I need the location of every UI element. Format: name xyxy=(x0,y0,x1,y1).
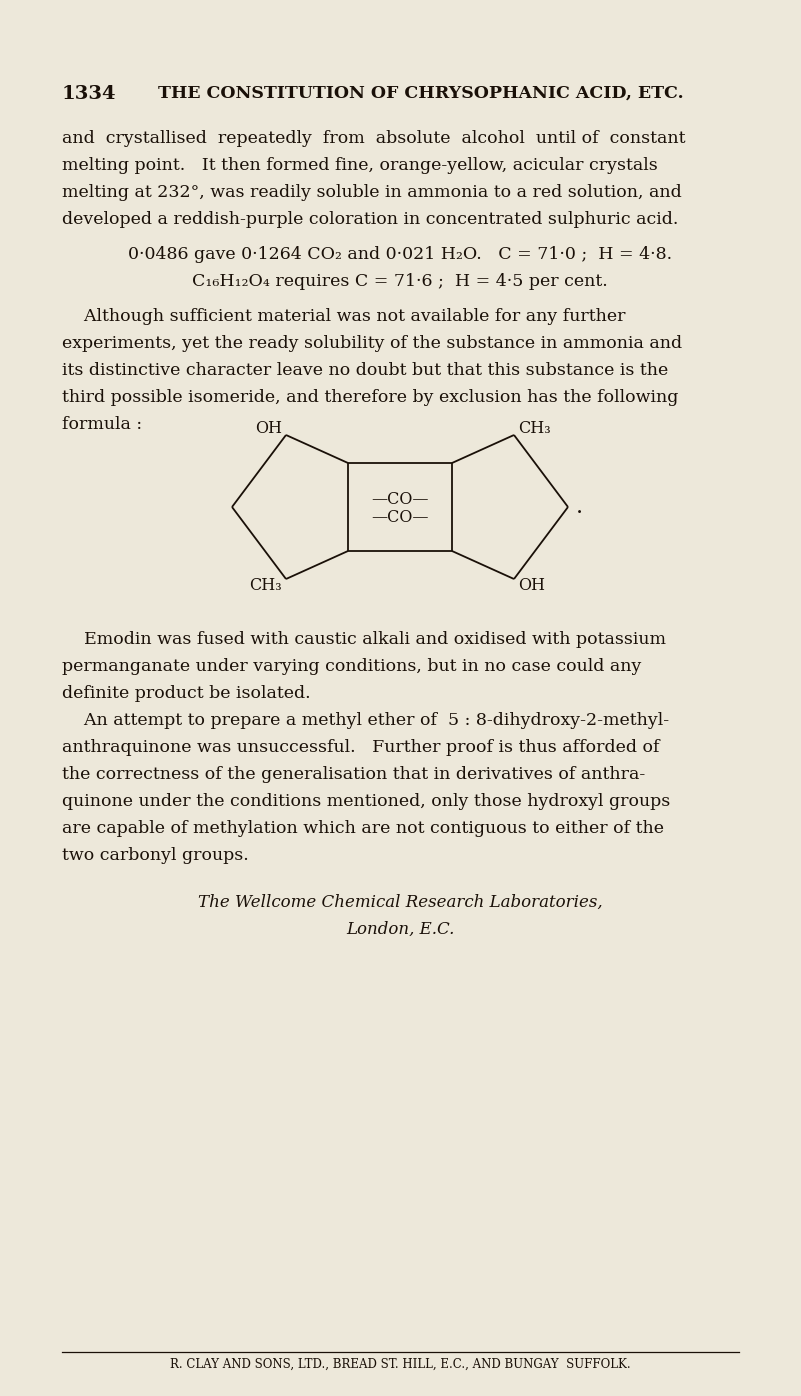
Text: anthraquinone was unsuccessful.   Further proof is thus afforded of: anthraquinone was unsuccessful. Further … xyxy=(62,738,659,757)
Text: .: . xyxy=(576,496,583,518)
Text: THE CONSTITUTION OF CHRYSOPHANIC ACID, ETC.: THE CONSTITUTION OF CHRYSOPHANIC ACID, E… xyxy=(158,85,683,102)
Text: melting point.   It then formed fine, orange-yellow, acicular crystals: melting point. It then formed fine, oran… xyxy=(62,156,658,174)
Text: definite product be isolated.: definite product be isolated. xyxy=(62,685,311,702)
Text: are capable of methylation which are not contiguous to either of the: are capable of methylation which are not… xyxy=(62,819,664,838)
Text: the correctness of the generalisation that in derivatives of anthra-: the correctness of the generalisation th… xyxy=(62,766,646,783)
Text: London, E.C.: London, E.C. xyxy=(346,921,454,938)
Text: —CO—: —CO— xyxy=(371,508,429,525)
Text: CH₃: CH₃ xyxy=(249,577,282,595)
Text: 1334: 1334 xyxy=(62,85,116,103)
Text: developed a reddish-purple coloration in concentrated sulphuric acid.: developed a reddish-purple coloration in… xyxy=(62,211,678,228)
Text: 0·0486 gave 0·1264 CO₂ and 0·021 H₂O.   C = 71·0 ;  H = 4·8.: 0·0486 gave 0·1264 CO₂ and 0·021 H₂O. C … xyxy=(128,246,672,262)
Text: and  crystallised  repeatedly  from  absolute  alcohol  until of  constant: and crystallised repeatedly from absolut… xyxy=(62,130,686,147)
Text: CH₃: CH₃ xyxy=(518,420,551,437)
Text: —CO—: —CO— xyxy=(371,490,429,508)
Text: third possible isomeride, and therefore by exclusion has the following: third possible isomeride, and therefore … xyxy=(62,389,678,406)
Text: OH: OH xyxy=(518,577,545,595)
Text: formula :: formula : xyxy=(62,416,142,433)
Text: quinone under the conditions mentioned, only those hydroxyl groups: quinone under the conditions mentioned, … xyxy=(62,793,670,810)
Text: R. CLAY AND SONS, LTD., BREAD ST. HILL, E.C., AND BUNGAY  SUFFOLK.: R. CLAY AND SONS, LTD., BREAD ST. HILL, … xyxy=(170,1358,630,1371)
Text: melting at 232°, was readily soluble in ammonia to a red solution, and: melting at 232°, was readily soluble in … xyxy=(62,184,682,201)
Text: experiments, yet the ready solubility of the substance in ammonia and: experiments, yet the ready solubility of… xyxy=(62,335,682,352)
Text: The Wellcome Chemical Research Laboratories,: The Wellcome Chemical Research Laborator… xyxy=(198,893,602,912)
Text: An attempt to prepare a methyl ether of  5 : 8-dihydroxy-2-methyl-: An attempt to prepare a methyl ether of … xyxy=(62,712,669,729)
Text: permanganate under varying conditions, but in no case could any: permanganate under varying conditions, b… xyxy=(62,658,642,676)
Text: C₁₆H₁₂O₄ requires C = 71·6 ;  H = 4·5 per cent.: C₁₆H₁₂O₄ requires C = 71·6 ; H = 4·5 per… xyxy=(192,274,608,290)
Text: two carbonyl groups.: two carbonyl groups. xyxy=(62,847,249,864)
Text: its distinctive character leave no doubt but that this substance is the: its distinctive character leave no doubt… xyxy=(62,362,668,378)
Text: OH: OH xyxy=(255,420,282,437)
Text: Emodin was fused with caustic alkali and oxidised with potassium: Emodin was fused with caustic alkali and… xyxy=(62,631,666,648)
Text: Although sufficient material was not available for any further: Although sufficient material was not ava… xyxy=(62,309,626,325)
